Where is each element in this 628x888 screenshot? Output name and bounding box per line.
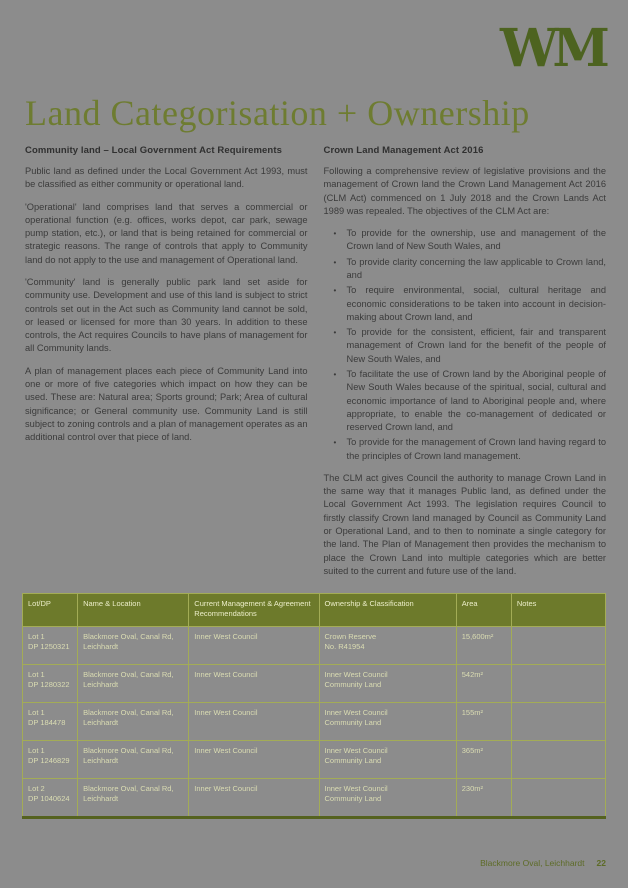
ownership-line-2: Community Land xyxy=(324,680,382,690)
ownership-line-2: Community Land xyxy=(324,756,382,766)
dp-number: DP 1250321 xyxy=(28,642,70,652)
lot-number: Lot 1 xyxy=(28,746,45,755)
table-header-row: Lot/DP Name & Location Current Managemen… xyxy=(21,593,607,627)
cell-area: 155m² xyxy=(455,702,512,741)
header-name-location: Name & Location xyxy=(77,593,190,627)
cell-management: Inner West Council xyxy=(188,778,320,818)
objective-item-1: To provide for the ownership, use and ma… xyxy=(334,227,607,254)
cell-notes xyxy=(510,702,607,741)
lot-number: Lot 1 xyxy=(28,632,45,641)
cell-lot-dp: Lot 1 DP 184478 xyxy=(21,702,79,741)
left-paragraph-2: 'Operational' land comprises land that s… xyxy=(25,201,308,265)
cell-area: 230m² xyxy=(455,778,512,818)
objective-item-4: To provide for the consistent, efficient… xyxy=(334,326,607,366)
objective-item-5: To facilitate the use of Crown land by t… xyxy=(334,368,607,434)
ownership-line-1: Crown Reserve xyxy=(324,632,377,641)
lot-number: Lot 1 xyxy=(28,708,45,717)
right-closing-paragraph: The CLM act gives Council the authority … xyxy=(323,472,607,576)
left-column: Community land – Local Government Act Re… xyxy=(25,145,308,587)
wm-logo-text: WM xyxy=(499,20,608,76)
cell-notes xyxy=(510,740,607,779)
cell-area: 15,600m² xyxy=(455,626,512,665)
cell-name-location: Blackmore Oval, Canal Rd, Leichhardt xyxy=(77,702,190,741)
footer-document-title: Blackmore Oval, Leichhardt xyxy=(480,858,585,868)
ownership-line-2: No. R41954 xyxy=(324,642,365,652)
cell-name-location: Blackmore Oval, Canal Rd, Leichhardt xyxy=(77,778,190,818)
land-schedule-table: Lot/DP Name & Location Current Managemen… xyxy=(21,593,607,819)
table-row: Lot 1 DP 1280322 Blackmore Oval, Canal R… xyxy=(21,664,607,703)
ownership-line-1: Inner West Council xyxy=(324,670,388,679)
cell-ownership: Inner West Council Community Land xyxy=(318,664,457,703)
cell-ownership: Inner West Council Community Land xyxy=(318,778,457,818)
cell-ownership: Inner West Council Community Land xyxy=(318,740,457,779)
cell-management: Inner West Council xyxy=(188,702,320,741)
cell-notes xyxy=(510,626,607,665)
header-ownership-classification: Ownership & Classification xyxy=(318,593,457,627)
cell-ownership: Inner West Council Community Land xyxy=(318,702,457,741)
table-row: Lot 2 DP 1040624 Blackmore Oval, Canal R… xyxy=(21,778,607,818)
objective-item-3: To require environmental, social, cultur… xyxy=(334,284,607,324)
right-column-heading: Crown Land Management Act 2016 xyxy=(323,145,484,156)
cell-area: 542m² xyxy=(455,664,512,703)
page-title: Land Categorisation + Ownership xyxy=(25,93,530,133)
cell-name-location: Blackmore Oval, Canal Rd, Leichhardt xyxy=(77,626,190,665)
ownership-line-2: Community Land xyxy=(324,794,382,804)
cell-lot-dp: Lot 1 DP 1250321 xyxy=(21,626,79,665)
cell-management: Inner West Council xyxy=(188,740,320,779)
wm-logo-icon: WM xyxy=(499,20,610,76)
dp-number: DP 1246829 xyxy=(28,756,70,766)
table-row: Lot 1 DP 184478 Blackmore Oval, Canal Rd… xyxy=(21,702,607,741)
cell-name-location: Blackmore Oval, Canal Rd, Leichhardt xyxy=(77,740,190,779)
ownership-line-1: Inner West Council xyxy=(324,784,388,793)
body-columns: Community land – Local Government Act Re… xyxy=(25,145,606,587)
cell-ownership: Crown Reserve No. R41954 xyxy=(318,626,457,665)
objective-item-2: To provide clarity concerning the law ap… xyxy=(334,256,607,283)
cell-management: Inner West Council xyxy=(188,626,320,665)
clm-objectives-list: To provide for the ownership, use and ma… xyxy=(324,227,607,463)
dp-number: DP 1280322 xyxy=(28,680,70,690)
header-area: Area xyxy=(455,593,512,627)
header-notes: Notes xyxy=(510,593,607,627)
left-paragraph-4: A plan of management places each piece o… xyxy=(25,365,308,443)
lot-number: Lot 2 xyxy=(28,784,45,793)
dp-number: DP 184478 xyxy=(28,718,66,728)
ownership-line-1: Inner West Council xyxy=(324,746,388,755)
right-intro-paragraph: Following a comprehensive review of legi… xyxy=(323,166,607,216)
dp-number: DP 1040624 xyxy=(28,794,70,804)
cell-lot-dp: Lot 2 DP 1040624 xyxy=(21,778,79,818)
right-column: Crown Land Management Act 2016 Following… xyxy=(324,145,607,587)
table-row: Lot 1 DP 1250321 Blackmore Oval, Canal R… xyxy=(21,626,607,665)
cell-area: 365m² xyxy=(455,740,512,779)
header-lot-dp: Lot/DP xyxy=(21,593,79,627)
objective-item-6: To provide for the management of Crown l… xyxy=(334,436,607,463)
left-paragraph-1: Public land as defined under the Local G… xyxy=(25,166,308,190)
lot-number: Lot 1 xyxy=(28,670,45,679)
cell-name-location: Blackmore Oval, Canal Rd, Leichhardt xyxy=(77,664,190,703)
cell-notes xyxy=(510,664,607,703)
cell-lot-dp: Lot 1 DP 1280322 xyxy=(21,664,79,703)
cell-notes xyxy=(510,778,607,818)
footer: Blackmore Oval, Leichhardt 22 xyxy=(480,858,606,868)
footer-page-number: 22 xyxy=(596,858,606,868)
table-row: Lot 1 DP 1246829 Blackmore Oval, Canal R… xyxy=(21,740,607,779)
cell-management: Inner West Council xyxy=(188,664,320,703)
ownership-line-2: Community Land xyxy=(324,718,382,728)
left-column-heading: Community land – Local Government Act Re… xyxy=(25,145,282,156)
header-current-management: Current Management & Agreement Recommend… xyxy=(188,593,320,627)
ownership-line-1: Inner West Council xyxy=(324,708,388,717)
cell-lot-dp: Lot 1 DP 1246829 xyxy=(21,740,79,779)
left-paragraph-3: 'Community' land is generally public par… xyxy=(25,276,308,354)
